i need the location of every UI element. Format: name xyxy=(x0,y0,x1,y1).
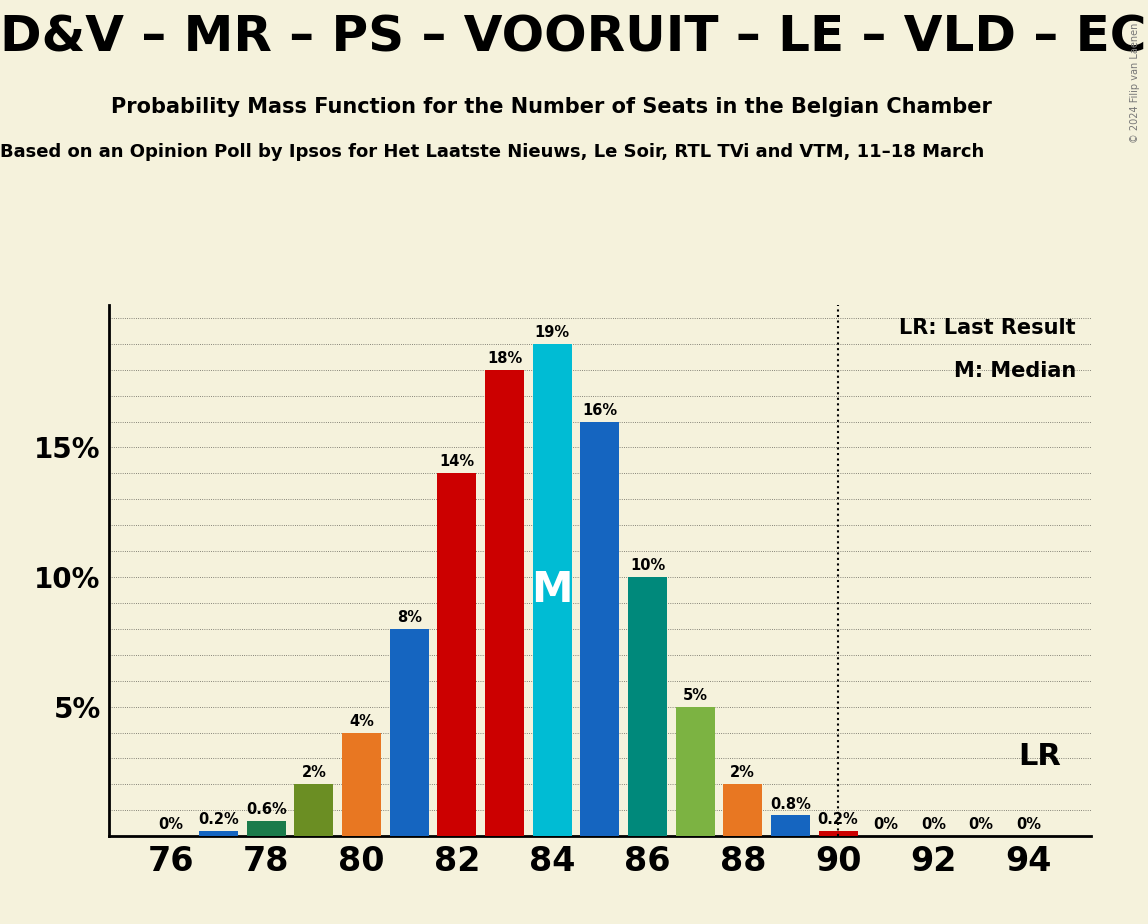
Text: Based on an Opinion Poll by Ipsos for Het Laatste Nieuws, Le Soir, RTL TVi and V: Based on an Opinion Poll by Ipsos for He… xyxy=(0,143,984,161)
Bar xyxy=(484,370,525,836)
Text: D&V – MR – PS – VOORUIT – LE – VLD – ECOLO – GRO: D&V – MR – PS – VOORUIT – LE – VLD – ECO… xyxy=(0,14,1148,62)
Bar xyxy=(675,707,715,836)
Text: 8%: 8% xyxy=(397,610,421,625)
Text: 2%: 2% xyxy=(730,765,755,781)
Text: M: M xyxy=(532,569,573,611)
Text: 18%: 18% xyxy=(487,351,522,366)
Bar xyxy=(342,733,381,836)
Bar xyxy=(580,421,620,836)
Bar xyxy=(723,784,762,836)
Bar xyxy=(294,784,333,836)
Bar xyxy=(247,821,286,836)
Bar xyxy=(819,831,858,836)
Text: 0.2%: 0.2% xyxy=(817,812,859,827)
Text: 0%: 0% xyxy=(921,818,946,833)
Text: 0%: 0% xyxy=(1016,818,1041,833)
Text: LR: Last Result: LR: Last Result xyxy=(899,318,1076,338)
Text: 0%: 0% xyxy=(158,818,184,833)
Text: Probability Mass Function for the Number of Seats in the Belgian Chamber: Probability Mass Function for the Number… xyxy=(110,97,992,117)
Bar xyxy=(389,629,428,836)
Text: 19%: 19% xyxy=(535,325,569,340)
Text: 14%: 14% xyxy=(440,455,474,469)
Text: M: Median: M: Median xyxy=(954,360,1076,381)
Bar xyxy=(437,473,476,836)
Text: 0.6%: 0.6% xyxy=(246,802,287,817)
Text: 4%: 4% xyxy=(349,713,374,729)
Bar xyxy=(771,816,810,836)
Bar xyxy=(628,578,667,836)
Bar xyxy=(199,831,238,836)
Text: 10%: 10% xyxy=(630,558,665,573)
Text: 2%: 2% xyxy=(302,765,326,781)
Text: LR: LR xyxy=(1018,742,1061,771)
Text: 16%: 16% xyxy=(582,403,618,418)
Text: © 2024 Filip van Laenen: © 2024 Filip van Laenen xyxy=(1130,23,1140,143)
Text: 0%: 0% xyxy=(969,818,993,833)
Text: 0.2%: 0.2% xyxy=(199,812,239,827)
Text: 5%: 5% xyxy=(683,687,707,703)
Text: 0%: 0% xyxy=(874,818,898,833)
Text: 0.8%: 0.8% xyxy=(770,796,810,811)
Bar xyxy=(533,344,572,836)
